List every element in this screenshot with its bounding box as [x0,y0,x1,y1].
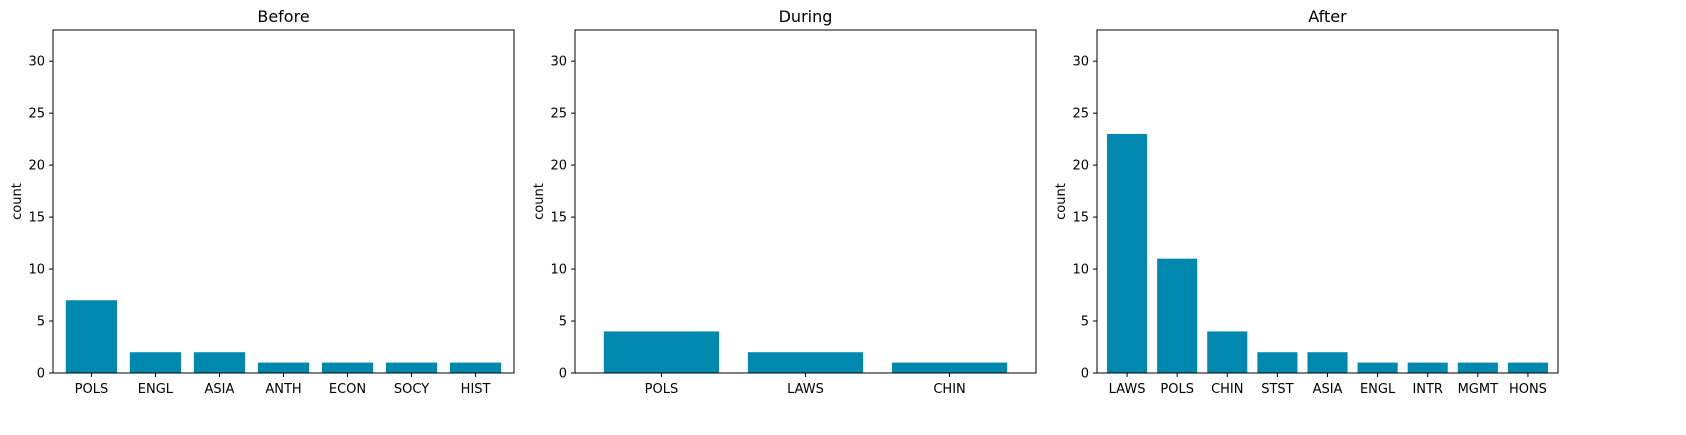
x-tick-label: LAWS [1109,382,1146,397]
y-axis-label: count [532,183,547,220]
bar-socy [385,362,438,373]
x-tick-label: HONS [1509,382,1547,397]
chart-title: After [1308,7,1347,26]
bar-asia [1307,352,1348,373]
y-tick-label: 0 [1081,367,1089,382]
y-tick-label: 0 [37,367,45,382]
x-tick-label: POLS [1160,382,1194,397]
x-tick-label: ASIA [205,382,235,397]
x-tick-label: SOCY [394,382,429,397]
chart-title: Before [257,7,309,26]
x-tick-label: LAWS [787,382,824,397]
x-tick-label: ENGL [138,382,174,397]
chart-panel-3: 0 5 10 15 20 25 30 LAWS POLS CHIN STST ASIA ENGL INTR… [1054,7,1559,397]
x-tick-label: CHIN [1211,382,1243,397]
x-tick-label: ECON [329,382,366,397]
y-tick-label: 5 [559,315,567,330]
x-tick-label: STST [1261,382,1293,397]
y-tick-label: 5 [1081,315,1089,330]
y-tick-label: 25 [550,107,567,122]
bar-asia [193,352,246,373]
bar-econ [321,362,374,373]
x-tick-label: INTR [1412,382,1443,397]
bar-stst [1257,352,1298,373]
y-tick-label: 20 [550,159,567,174]
y-tick-label: 25 [1072,107,1089,122]
chart-title: During [779,7,833,26]
x-tick-label: ENGL [1360,382,1396,397]
bar-pols [65,300,118,373]
y-tick-label: 10 [1072,263,1089,278]
y-tick-label: 30 [28,55,45,70]
bar-chin [891,362,1008,373]
y-tick-label: 30 [550,55,567,70]
bar-hons [1507,362,1548,373]
y-tick-label: 10 [550,263,567,278]
bar-hist [449,362,502,373]
x-tick-label: ASIA [1313,382,1343,397]
bar-intr [1407,362,1448,373]
bar-laws [1107,133,1148,373]
chart-panel-2: 0 5 10 15 20 25 30 POLS LAWS CHIN During count [532,7,1037,397]
bar-chin [1207,331,1248,373]
y-tick-label: 5 [37,315,45,330]
y-tick-label: 30 [1072,55,1089,70]
x-tick-label: POLS [75,382,109,397]
y-tick-label: 15 [550,211,567,226]
bar-anth [257,362,310,373]
bar-pols [603,331,720,373]
x-tick-label: CHIN [933,382,965,397]
bar-engl [1357,362,1398,373]
x-tick-label: POLS [645,382,679,397]
y-tick-label: 20 [1072,159,1089,174]
y-tick-label: 15 [1072,211,1089,226]
y-tick-label: 0 [559,367,567,382]
bar-mgmt [1457,362,1498,373]
bar-laws [747,352,864,373]
y-tick-label: 25 [28,107,45,122]
chart-panel-1: 0 5 10 15 20 25 30 POLS ENGL ASIA ANTH ECON SOCY HIST… [10,7,515,397]
x-tick-label: HIST [461,382,491,397]
x-tick-label: MGMT [1458,382,1499,397]
bar-pols [1157,258,1198,373]
y-axis-label: count [10,183,25,220]
y-tick-label: 10 [28,263,45,278]
y-tick-label: 15 [28,211,45,226]
y-tick-label: 20 [28,159,45,174]
axes-frame [52,29,515,374]
axes-frame [574,29,1037,374]
bar-engl [129,352,182,373]
y-axis-label: count [1054,183,1069,220]
x-tick-label: ANTH [265,382,301,397]
